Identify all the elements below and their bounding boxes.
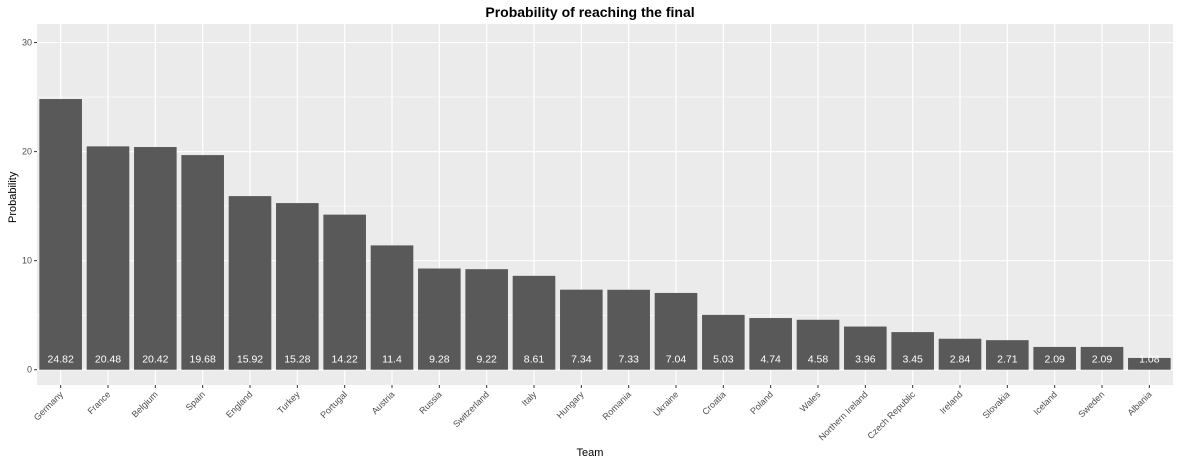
bar: [86, 146, 130, 370]
bar: [607, 289, 650, 370]
bar: [228, 196, 272, 370]
plot-panel: [37, 24, 1173, 385]
x-tick-label: Northern Ireland: [817, 389, 870, 442]
bar-value-label: 24.82: [48, 354, 74, 366]
bar-value-label: 11.4: [382, 354, 402, 366]
bar-value-label: 7.33: [618, 354, 639, 366]
x-tick-label: Wales: [798, 389, 823, 414]
bar-value-label: 7.04: [666, 354, 687, 366]
y-tick-label: 0: [27, 365, 32, 375]
bar-value-label: 4.74: [760, 354, 781, 366]
x-tick-label: Belgium: [130, 389, 160, 419]
x-tick-label: Croatia: [700, 389, 728, 417]
bar-value-label: 19.68: [190, 354, 216, 366]
bar: [560, 289, 603, 370]
x-tick-label: Italy: [520, 389, 539, 408]
bar-value-label: 8.61: [524, 354, 545, 366]
x-tick-label: Romania: [601, 389, 634, 422]
x-axis-label: Team: [576, 447, 604, 459]
bar: [749, 318, 792, 370]
x-tick-label: Portugal: [318, 389, 349, 420]
x-tick-label: Switzerland: [451, 389, 491, 429]
bar: [844, 326, 887, 370]
x-tick-label: England: [224, 389, 254, 419]
bars: [39, 99, 1171, 370]
x-tick-label: Ukraine: [651, 389, 680, 418]
bar-value-label: 2.09: [1044, 354, 1065, 366]
bar: [39, 99, 82, 370]
bar: [134, 147, 177, 370]
y-axis-ticks: 0 10 20 30: [22, 38, 37, 375]
bar: [891, 332, 934, 370]
chart-title: Probability of reaching the final: [485, 4, 695, 20]
bar: [418, 268, 461, 370]
bar-value-label: 2.84: [950, 354, 971, 366]
bar: [1128, 357, 1171, 370]
bar-value-label: 3.45: [902, 354, 923, 366]
bar: [1080, 346, 1124, 370]
bar-value-label: 2.09: [1092, 354, 1113, 366]
x-tick-label: France: [86, 389, 113, 416]
x-tick-label: Russia: [417, 389, 444, 416]
x-axis-ticks: Germany France Belgium Spain England Turkey Po…: [32, 385, 1154, 442]
bar: [938, 338, 982, 370]
x-tick-label: Slovakia: [981, 389, 1012, 420]
bar: [181, 155, 224, 370]
bar: [370, 245, 414, 370]
bar-value-label: 14.22: [332, 354, 358, 366]
x-tick-label: Germany: [32, 389, 66, 423]
bar-value-label: 5.03: [713, 354, 734, 366]
bar-value-labels: 24.82 20.48 20.42 19.68 15.92 15.28 14.22 11.4 9…: [48, 354, 1160, 366]
bar-value-label: 15.28: [284, 354, 310, 366]
bar-value-label: 3.96: [855, 354, 876, 366]
y-tick-label: 30: [22, 38, 32, 48]
bar: [276, 203, 319, 370]
x-tick-label: Czech Republic: [865, 389, 917, 441]
x-tick-label: Hungary: [555, 389, 586, 420]
bar: [654, 292, 698, 370]
bar-value-label: 9.22: [476, 354, 497, 366]
x-tick-label: Iceland: [1031, 389, 1059, 417]
y-tick-label: 10: [22, 256, 32, 266]
x-tick-label: Austria: [370, 389, 397, 416]
bar-value-label: 1.08: [1139, 354, 1160, 366]
bar: [512, 275, 556, 370]
bar: [986, 340, 1029, 370]
bar: [1033, 346, 1076, 370]
x-tick-label: Albania: [1125, 389, 1153, 417]
bar: [702, 314, 745, 370]
bar-value-label: 20.48: [95, 354, 121, 366]
x-tick-label: Spain: [184, 389, 207, 412]
bar: [323, 214, 366, 370]
bar: [465, 269, 508, 370]
bar-value-label: 2.71: [997, 354, 1018, 366]
bar-value-label: 7.34: [571, 354, 592, 366]
y-tick-label: 20: [22, 147, 32, 157]
x-tick-label: Ireland: [938, 389, 965, 416]
x-tick-label: Poland: [748, 389, 775, 416]
bar-value-label: 15.92: [237, 354, 263, 366]
bar: [796, 319, 840, 370]
bar-value-label: 9.28: [429, 354, 450, 366]
x-tick-label: Sweden: [1076, 389, 1106, 419]
bar-value-label: 4.58: [808, 354, 829, 366]
bar-value-label: 20.42: [142, 354, 168, 366]
minor-gridlines: [37, 96, 1173, 316]
x-tick-label: Turkey: [275, 389, 302, 416]
